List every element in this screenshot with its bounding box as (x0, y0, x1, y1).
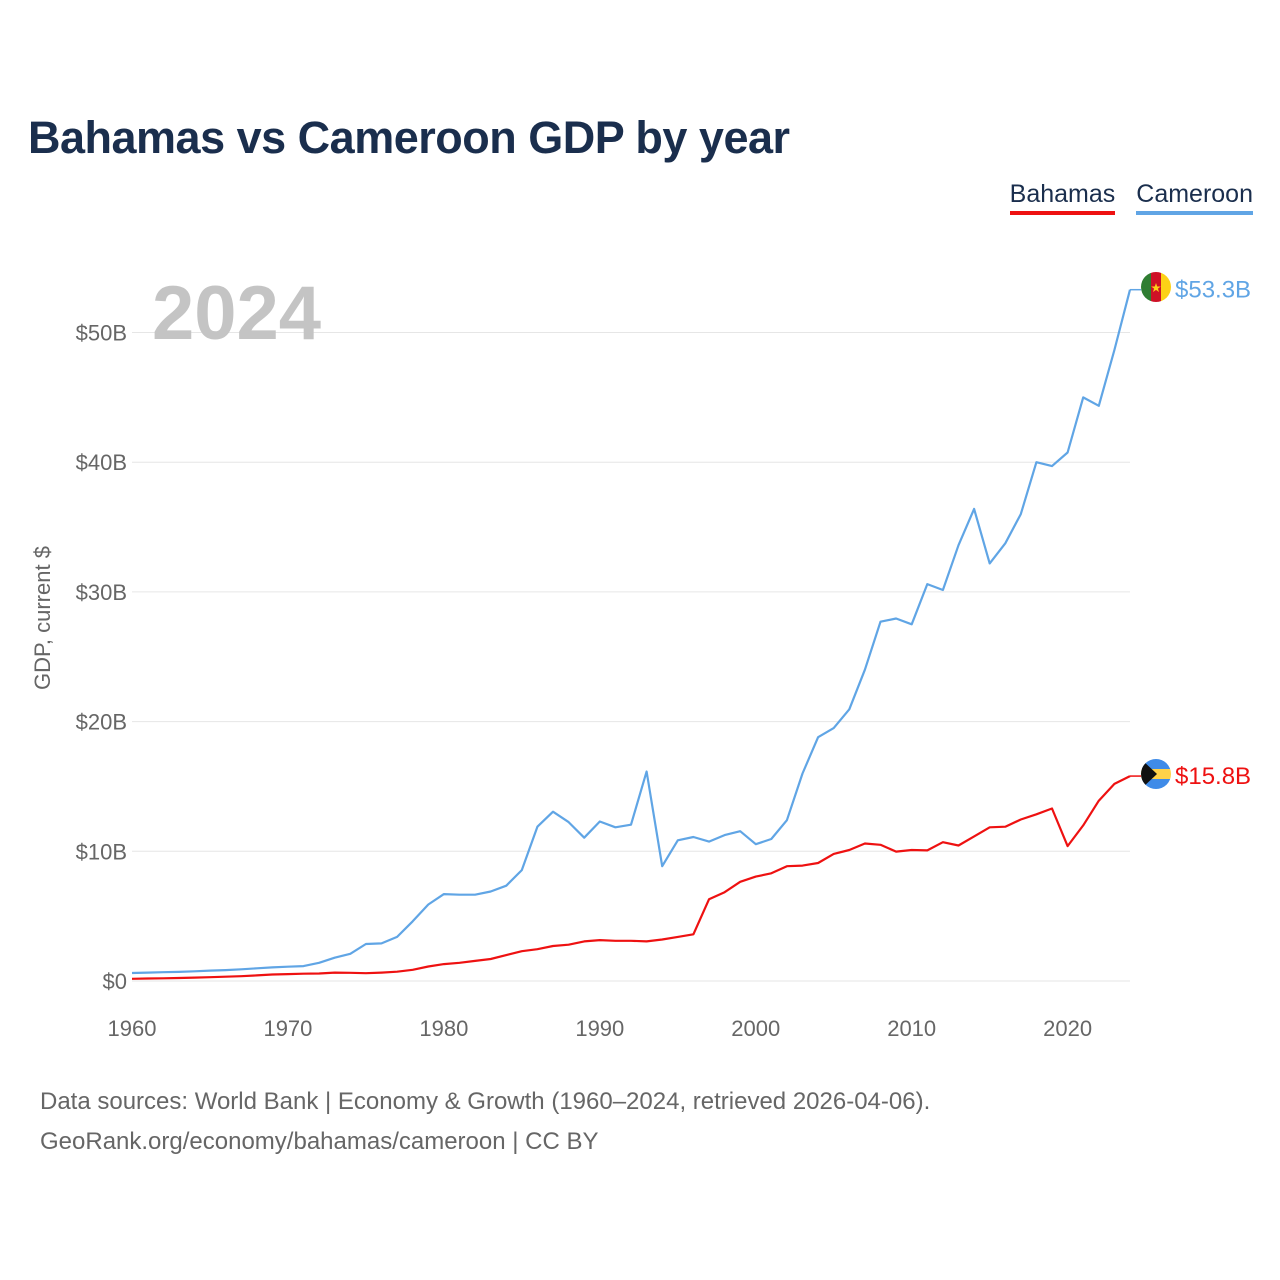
end-labels: $15.8B $53.3B (1175, 277, 1251, 790)
source-line-1: Data sources: World Bank | Economy & Gro… (40, 1088, 931, 1115)
y-tick-label: $50B (76, 321, 127, 346)
x-axis-ticks: 1960 1970 1980 1990 2000 2010 2020 (108, 1016, 1093, 1041)
series-line-bahamas (131, 775, 1131, 980)
y-tick-label: $40B (76, 450, 127, 475)
series-line-cameroon (131, 289, 1132, 975)
x-tick-label: 2020 (1043, 1016, 1092, 1041)
end-value-label-cameroon: $53.3B (1175, 277, 1251, 304)
y-axis-ticks: $0 $10B $20B $30B $40B $50B (76, 321, 127, 995)
year-watermark: 2024 (152, 271, 321, 356)
grid-lines (132, 332, 1130, 982)
x-tick-label: 1990 (575, 1016, 624, 1041)
x-tick-label: 1980 (419, 1016, 468, 1041)
cameroon-flag-icon (1141, 272, 1171, 302)
legend: Bahamas Cameroon (1009, 180, 1253, 215)
y-tick-label: $20B (76, 710, 127, 735)
y-tick-label: $30B (76, 580, 127, 605)
source-note: Data sources: World Bank | Economy & Gro… (40, 1082, 930, 1162)
end-value-label-bahamas: $15.8B (1175, 763, 1251, 790)
bahamas-flag-icon (1141, 759, 1171, 789)
x-tick-label: 1970 (263, 1016, 312, 1041)
x-tick-label: 2000 (731, 1016, 780, 1041)
y-tick-label: $10B (76, 839, 127, 864)
y-axis-title: GDP, current $ (30, 546, 55, 690)
x-tick-label: 2010 (887, 1016, 936, 1041)
source-link[interactable]: GeoRank.org/economy/bahamas/cameroon | C… (40, 1128, 599, 1155)
legend-item-cameroon[interactable]: Cameroon (1136, 180, 1253, 215)
line-chart: 2024 $0 $10B $20B $30B $40B $50B 1960 1970 1980… (30, 271, 1251, 1041)
chart-title: Bahamas vs Cameroon GDP by year (28, 112, 790, 163)
series-lines (131, 288, 1141, 980)
y-tick-label: $0 (103, 969, 127, 994)
legend-item-bahamas[interactable]: Bahamas (1009, 180, 1116, 215)
x-tick-label: 1960 (108, 1016, 157, 1041)
